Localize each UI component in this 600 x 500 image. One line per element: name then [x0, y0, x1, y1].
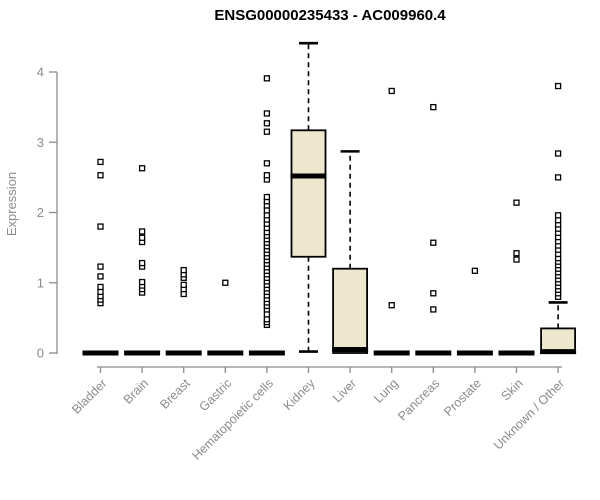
x-tick-label: Brain: [121, 376, 152, 407]
boxplot-hematopoietic-cells: [248, 75, 285, 356]
x-tick-label: Pancreas: [395, 376, 442, 423]
boxplot-kidney: [290, 41, 327, 353]
outlier-point: [97, 172, 104, 179]
boxplot-pancreas: [415, 103, 452, 356]
outlier-point: [180, 266, 187, 274]
x-tick-label: Kidney: [281, 376, 318, 413]
boxplot-breast: [165, 266, 202, 356]
outlier-point: [263, 207, 271, 214]
y-tick-label: 1: [37, 275, 44, 290]
x-tick-label: Hematopoietic cells: [189, 376, 276, 463]
outlier-point: [263, 120, 271, 127]
outlier-point: [222, 279, 229, 286]
outlier-point: [180, 290, 187, 298]
outlier-point: [430, 239, 437, 246]
boxplot-lung: [373, 87, 410, 356]
outlier-point: [97, 223, 104, 230]
outlier-point: [263, 193, 271, 201]
outlier-point: [430, 103, 437, 111]
outlier-point: [138, 165, 146, 172]
boxplot-prostate: [456, 267, 493, 356]
x-tick-label: Breast: [157, 376, 193, 412]
outlier-point: [513, 256, 520, 263]
outlier-point: [138, 228, 146, 235]
outlier-point: [554, 82, 562, 90]
outlier-point: [263, 316, 271, 323]
outlier-point: [263, 311, 271, 318]
boxplot-unknown-other: [540, 82, 577, 355]
boxplot-skin: [498, 199, 535, 356]
y-tick-label: 4: [37, 65, 44, 80]
outlier-point: [513, 199, 520, 206]
outlier-point: [263, 110, 271, 117]
x-tick-label: Liver: [330, 376, 359, 405]
x-tick-label: Gastric: [197, 376, 235, 414]
outlier-point: [554, 212, 562, 219]
boxplot-bladder: [82, 158, 119, 356]
outlier-point: [430, 306, 437, 313]
outlier-point: [138, 234, 146, 241]
outlier-point: [554, 217, 562, 224]
outlier-point: [554, 150, 562, 157]
y-tick-label: 0: [37, 346, 44, 361]
x-tick-label: Bladder: [69, 376, 109, 416]
outlier-point: [138, 278, 146, 286]
outlier-point: [138, 259, 146, 267]
y-tick-label: 2: [37, 205, 44, 220]
x-tick-label: Prostate: [441, 376, 484, 419]
box: [332, 267, 369, 354]
outlier-point: [263, 160, 271, 167]
outlier-point: [263, 172, 271, 179]
box: [290, 129, 327, 258]
outlier-point: [513, 250, 520, 257]
outlier-point: [97, 283, 104, 291]
outlier-point: [180, 281, 187, 289]
outlier-point: [97, 158, 104, 166]
outlier-point: [263, 75, 271, 82]
outlier-point: [97, 273, 104, 280]
outlier-point: [471, 267, 479, 274]
y-tick-label: 3: [37, 135, 44, 150]
x-tick-label: Skin: [499, 376, 526, 403]
x-tick-label: Unknown / Other: [491, 376, 567, 452]
outlier-point: [388, 302, 395, 309]
boxplot-brain: [124, 165, 161, 356]
boxplot-gastric: [207, 279, 244, 356]
boxplot-liver: [332, 150, 369, 354]
y-axis: 0 1 2 3 4: [37, 65, 58, 361]
outlier-point: [263, 128, 271, 135]
outlier-point: [97, 263, 104, 270]
outlier-point: [430, 290, 437, 297]
outlier-point: [97, 288, 104, 296]
outlier-point: [388, 87, 395, 95]
chart-title: ENSG00000235433 - AC009960.4: [214, 7, 446, 24]
outlier-point: [263, 212, 271, 219]
x-tick-label: Lung: [371, 376, 401, 406]
outlier-point: [554, 174, 562, 181]
